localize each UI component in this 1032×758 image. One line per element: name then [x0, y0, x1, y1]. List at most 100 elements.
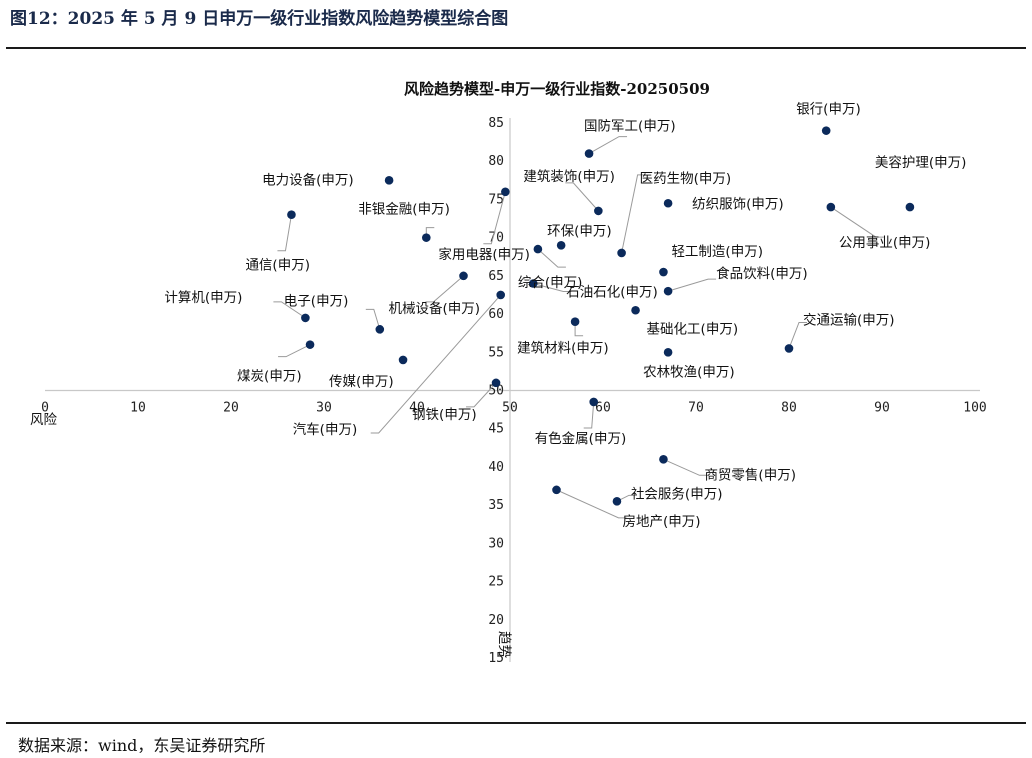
data-point [826, 202, 836, 212]
data-label: 机械设备(申万) [389, 300, 481, 317]
axes: 0 10 20 30 40 50 60 70 80 90 100152025303540455055… [41, 116, 987, 666]
data-label: 钢铁(申万) [412, 407, 477, 423]
data-label: 煤炭(申万) [237, 369, 302, 385]
data-point [570, 317, 580, 327]
data-point [287, 210, 296, 220]
leader-line [370, 294, 502, 434]
data-label: 建筑装饰(申万) [523, 169, 615, 185]
data-point [905, 202, 915, 212]
data-point [663, 198, 673, 208]
leader-line [277, 214, 292, 252]
data-point [556, 240, 566, 250]
y-tick-label: 85 [488, 116, 504, 131]
data-point [589, 397, 598, 407]
bottom-rule [6, 722, 1026, 724]
data-label: 建筑材料(申万) [517, 341, 609, 357]
data-label: 商贸零售(申万) [704, 467, 796, 483]
y-tick-label: 60 [488, 307, 504, 322]
data-label: 综合(申万) [518, 275, 583, 291]
data-label: 环保(申万) [547, 223, 612, 239]
leader-line [533, 283, 572, 292]
data-label: 基础化工(申万) [647, 320, 739, 337]
y-tick-label: 35 [488, 498, 504, 513]
leader-line [365, 308, 381, 330]
point-labels: 银行(申万) 国防军工(申万) 医药生物(申万) 美容护理(申万) 电力设备(申万) 建筑… [164, 102, 966, 530]
x-tick-label: 90 [874, 401, 890, 416]
data-label: 纺织服饰(申万) [692, 196, 784, 212]
leader-line [483, 191, 506, 245]
data-label: 医药生物(申万) [640, 171, 732, 187]
y-tick-label: 40 [488, 460, 504, 475]
y-tick-label: 30 [488, 536, 504, 551]
leader-line [278, 344, 311, 358]
x-axis-label: 风险 [30, 412, 57, 428]
data-point [305, 340, 315, 349]
data-point [496, 290, 506, 300]
chart-title: 风险趋势模型-申万一级行业指数-20250509 [404, 80, 710, 98]
data-label: 交通运输(申万) [803, 311, 895, 328]
x-tick-label: 50 [502, 401, 518, 416]
x-tick-label: 30 [316, 401, 332, 416]
data-point [398, 355, 408, 365]
data-label: 非银金融(申万) [358, 202, 450, 218]
y-tick-label: 75 [488, 192, 504, 207]
y-tick-label: 80 [488, 154, 504, 169]
y-tick-label: 45 [488, 422, 504, 437]
data-label: 电力设备(申万) [262, 171, 354, 188]
data-label: 传媒(申万) [329, 374, 394, 390]
data-label: 计算机(申万) [164, 290, 242, 306]
data-points [287, 126, 915, 506]
data-point [552, 485, 561, 495]
leader-line [830, 206, 884, 238]
y-axis-label: 趋势 [496, 631, 512, 658]
data-label: 石油石化(申万) [566, 285, 658, 301]
data-label: 美容护理(申万) [875, 154, 967, 171]
leader-line [621, 174, 646, 254]
data-label: 农林牧渔(申万) [643, 364, 735, 380]
y-tick-label: 20 [488, 613, 504, 628]
leader-line [565, 182, 599, 212]
data-label: 电子(申万) [284, 293, 349, 309]
data-point [659, 454, 668, 464]
data-label: 通信(申万) [245, 258, 310, 274]
x-tick-label: 20 [223, 401, 239, 416]
data-point [584, 149, 594, 158]
leader-line [588, 136, 628, 155]
data-point [459, 271, 468, 281]
data-point [663, 286, 673, 296]
leader-line [273, 301, 306, 319]
data-label: 公用事业(申万) [839, 235, 931, 251]
data-point [375, 325, 385, 334]
y-tick-label: 15 [488, 651, 504, 666]
data-point [491, 378, 501, 388]
data-point [422, 233, 431, 242]
figure-title: 图12：2025 年 5 月 9 日申万一级行业指数风险趋势模型综合图 [10, 9, 509, 29]
x-tick-label: 70 [688, 401, 704, 416]
leader-line [574, 321, 584, 337]
x-tick-label: 40 [409, 401, 425, 416]
y-tick-label: 25 [488, 575, 504, 590]
x-tick-label: 80 [781, 401, 797, 416]
source-note: 数据来源：wind，东吴证券研究所 [18, 736, 266, 755]
data-label: 社会服务(申万) [631, 486, 723, 502]
data-point [501, 187, 510, 197]
data-label: 家用电器(申万) [438, 246, 530, 263]
data-label: 轻工制造(申万) [671, 244, 763, 260]
data-point [663, 347, 673, 357]
top-rule [6, 47, 1026, 49]
data-point [612, 497, 622, 506]
data-label: 有色金属(申万) [535, 430, 627, 447]
x-tick-label: 60 [595, 401, 611, 416]
leader-line [466, 382, 497, 408]
leader-line [788, 321, 807, 349]
leader-line [556, 489, 627, 519]
leader-line [616, 494, 637, 502]
data-point [384, 176, 394, 185]
data-point [528, 279, 538, 288]
leader-lines [273, 136, 884, 519]
x-tick-label: 0 [41, 401, 49, 416]
x-tick-label: 10 [130, 401, 146, 416]
y-tick-label: 65 [488, 269, 504, 284]
data-point [594, 206, 603, 216]
data-point [533, 244, 543, 254]
